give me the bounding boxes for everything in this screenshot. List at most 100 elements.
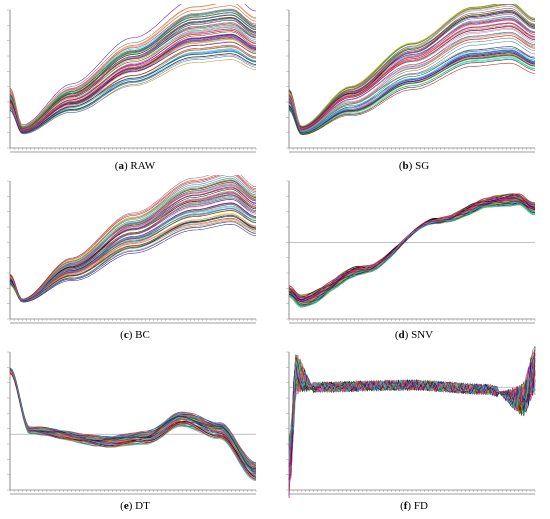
spectrum-line (288, 196, 536, 298)
caption-d: (d) SNV (394, 329, 434, 341)
spectrum-line (9, 39, 257, 132)
spectrum-line (9, 367, 256, 468)
spectrum-line (288, 19, 536, 129)
spectrum-line (288, 193, 536, 298)
spectrum-line (9, 175, 257, 300)
spectrum-line (9, 367, 256, 467)
spectrum-line (288, 352, 536, 461)
spectrum-line (288, 59, 536, 135)
panel-d: (d) SNV (283, 175, 545, 345)
caption-a: (a) RAW (114, 160, 156, 172)
spectrum-line (288, 361, 536, 461)
plot-c (7, 175, 257, 324)
spectrum-line (288, 202, 536, 308)
spectrum-line (288, 349, 536, 468)
spectrum-line (9, 35, 257, 131)
spectrum-line (288, 37, 536, 132)
spectrum-line (9, 36, 257, 132)
spectrum-line (9, 17, 257, 129)
spectrum-line (288, 359, 536, 465)
panel-a: (a) RAW (4, 4, 266, 174)
spectrum-line (288, 357, 536, 482)
spectrum-line (9, 56, 257, 134)
spectrum-line (9, 368, 257, 471)
spectrum-line (9, 371, 257, 476)
spectrum-line (288, 358, 536, 465)
spectrum-line (288, 356, 536, 442)
spectrum-line (9, 175, 257, 300)
spectrum-line (9, 368, 257, 467)
x-tick-labels (289, 151, 535, 153)
caption-b: (b) SG (398, 160, 430, 172)
spectrum-line (9, 371, 257, 471)
spectrum-line (288, 194, 536, 298)
spectrum-line (288, 58, 536, 135)
spectrum-line (9, 22, 257, 130)
spectrum-line (288, 361, 536, 448)
spectrum-line (9, 369, 257, 475)
spectrum-line (288, 357, 536, 490)
spectrum-line (9, 371, 257, 472)
spectrum-line (9, 369, 257, 472)
panel-f: (f) FD (283, 346, 545, 518)
spectrum-line (9, 218, 257, 301)
spectrum-line (288, 355, 536, 474)
spectrum-line (9, 367, 257, 464)
spectrum-line (9, 370, 257, 469)
spectrum-line (9, 368, 257, 468)
spectrum-line (288, 197, 536, 297)
spectrum-line (9, 30, 257, 131)
spectrum-line (288, 354, 536, 453)
spectrum-line (288, 351, 536, 488)
spectrum-line (288, 346, 536, 487)
spectrum-line (9, 368, 257, 471)
spectrum-line (288, 354, 536, 484)
spectrum-line (288, 196, 536, 299)
spectrum-line (288, 357, 536, 465)
spectrum-line (288, 346, 536, 457)
spectrum-line (9, 370, 257, 471)
spectrum-line (9, 371, 257, 471)
spectrum-line (288, 350, 536, 498)
spectrum-line (9, 368, 257, 464)
spectrum-line (288, 358, 536, 483)
spectrum-line (288, 31, 536, 131)
plot-b (286, 4, 536, 153)
spectrum-line (9, 369, 257, 466)
panel-c: (c) BC (4, 175, 266, 345)
spectrum-line (288, 356, 536, 447)
spectrum-line (9, 204, 257, 302)
spectrum-line (288, 26, 536, 130)
spectrum-line (9, 367, 256, 469)
spectrum-line (9, 371, 257, 473)
spectrum-line (288, 346, 536, 498)
spectrum-line (9, 213, 257, 303)
x-tick-labels (10, 151, 256, 153)
spectrum-line (288, 361, 536, 463)
spectrum-line (9, 369, 257, 470)
spectrum-line (9, 44, 257, 133)
spectrum-line (9, 221, 257, 303)
spectrum-line (288, 14, 536, 128)
x-tick-labels (10, 322, 256, 324)
spectrum-line (288, 6, 536, 127)
spectrum-line (9, 369, 257, 466)
spectrum-line (9, 369, 257, 464)
spectrum-line (9, 184, 257, 301)
spectrum-line (288, 57, 536, 135)
spectrum-line (9, 370, 257, 476)
spectrum-line (9, 369, 257, 474)
spectrum-line (288, 361, 536, 463)
series-group (9, 4, 257, 135)
spectrum-line (9, 195, 257, 302)
spectrum-line (288, 194, 536, 298)
series-group (9, 367, 257, 481)
spectrum-line (288, 46, 536, 133)
series-group (288, 193, 536, 308)
spectrum-line (288, 197, 536, 299)
spectrum-line (288, 355, 536, 470)
spectrum-line (9, 190, 257, 302)
spectrum-line (288, 196, 536, 300)
spectrum-line (288, 193, 535, 298)
spectrum-line (9, 372, 257, 480)
